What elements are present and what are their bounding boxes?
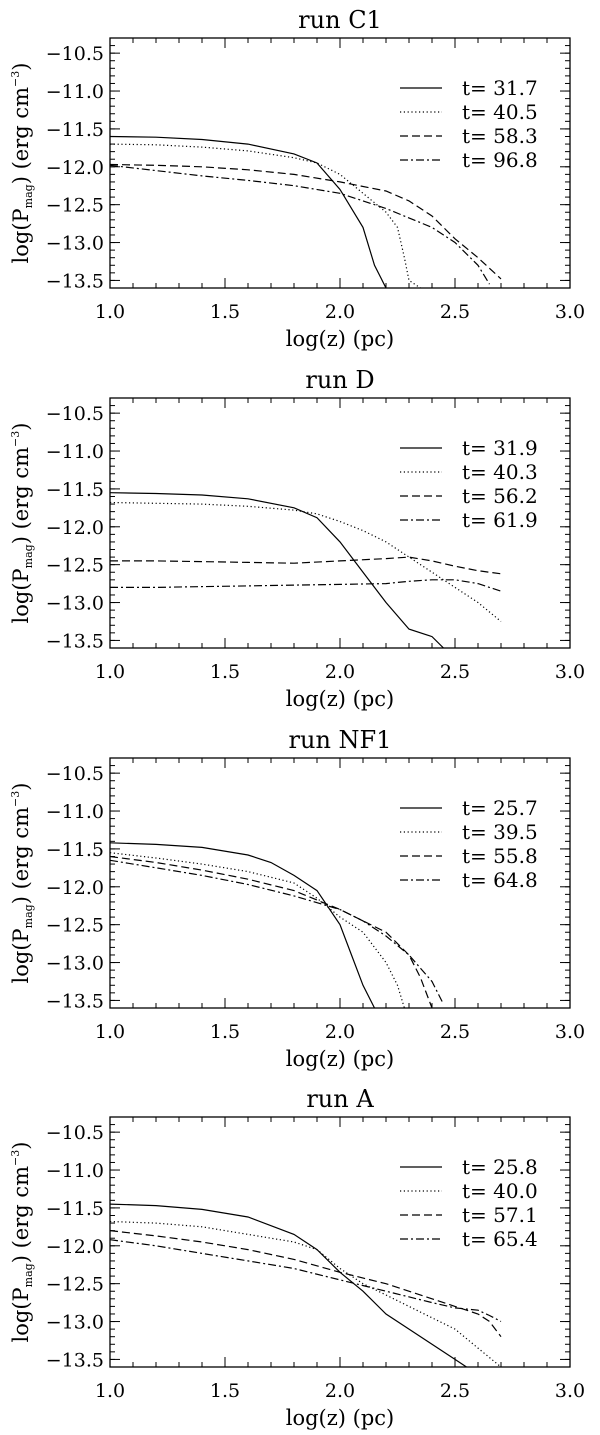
panel-4: run A 1.0 1.5 2.0 2.5 3.0 −10.5 −11.0 −11.5 −12.0… bbox=[9, 1085, 585, 1430]
legend-label: t= 65.4 bbox=[462, 1227, 538, 1251]
y-tick-label: −11.0 bbox=[46, 801, 104, 823]
x-tick-label: 2.0 bbox=[325, 301, 355, 323]
series-line-4 bbox=[110, 164, 491, 285]
x-tick-label: 2.0 bbox=[325, 661, 355, 683]
legend-label: t= 39.5 bbox=[462, 820, 538, 844]
series-line-1 bbox=[110, 842, 376, 1008]
y-tick-label: −13.5 bbox=[46, 990, 104, 1012]
series-line-3 bbox=[110, 163, 502, 280]
x-tick-label: 2.0 bbox=[325, 1021, 355, 1043]
series-line-1 bbox=[110, 135, 387, 288]
y-axis-label: log(Pmag) (erg cm−3) bbox=[9, 423, 35, 624]
x-tick-label: 2.5 bbox=[440, 1380, 470, 1402]
series-line-4 bbox=[110, 1239, 502, 1323]
panel-3: run NF1 1.0 1.5 2.0 2.5 3.0 −10.5 −11.0 −11.5 −12… bbox=[9, 726, 585, 1071]
legend-label: t= 56.2 bbox=[462, 484, 538, 508]
x-tick-label: 1.0 bbox=[95, 661, 125, 683]
x-tick-label: 2.0 bbox=[325, 1380, 355, 1402]
y-tick-label: −10.5 bbox=[46, 763, 104, 785]
panel-title: run D bbox=[305, 366, 374, 394]
x-tick-label: 3.0 bbox=[555, 1021, 585, 1043]
y-tick-label: −11.0 bbox=[46, 1160, 104, 1182]
x-tick-label: 3.0 bbox=[555, 301, 585, 323]
y-tick-label: −13.5 bbox=[46, 630, 104, 652]
x-axis-label: log(z) (pc) bbox=[286, 1406, 395, 1430]
legend-label: t= 96.8 bbox=[462, 148, 538, 172]
series-line-3 bbox=[110, 1230, 502, 1338]
x-tick-label: 2.5 bbox=[440, 301, 470, 323]
y-tick-label: −11.5 bbox=[46, 839, 104, 861]
y-tick-label: −13.0 bbox=[46, 953, 104, 975]
legend-label: t= 57.1 bbox=[462, 1203, 538, 1227]
legend-label: t= 40.5 bbox=[462, 100, 538, 124]
panel-title: run NF1 bbox=[289, 726, 392, 754]
legend-label: t= 40.0 bbox=[462, 1179, 538, 1203]
y-tick-label: −13.5 bbox=[46, 1349, 104, 1371]
x-axis-label: log(z) (pc) bbox=[286, 1047, 395, 1071]
y-axis-label: log(Pmag) (erg cm−3) bbox=[9, 783, 35, 984]
y-tick-label: −11.0 bbox=[46, 81, 104, 103]
x-tick-label: 1.0 bbox=[95, 1021, 125, 1043]
series-line-2 bbox=[110, 501, 502, 622]
y-tick-label: −11.0 bbox=[46, 441, 104, 463]
y-tick-label: −13.5 bbox=[46, 270, 104, 292]
x-tick-label: 1.5 bbox=[210, 1021, 240, 1043]
y-tick-label: −12.5 bbox=[46, 195, 104, 217]
legend-label: t= 55.8 bbox=[462, 844, 538, 868]
legend-label: t= 31.9 bbox=[462, 436, 538, 460]
series-line-3 bbox=[110, 556, 502, 575]
x-tick-label: 1.5 bbox=[210, 1380, 240, 1402]
y-tick-label: −11.5 bbox=[46, 1198, 104, 1220]
x-tick-label: 3.0 bbox=[555, 661, 585, 683]
y-tick-label: −10.5 bbox=[46, 1122, 104, 1144]
legend-label: t= 25.7 bbox=[462, 796, 538, 820]
y-tick-label: −13.0 bbox=[46, 593, 104, 615]
series-line-1 bbox=[110, 492, 444, 648]
y-tick-label: −13.0 bbox=[46, 1312, 104, 1334]
x-tick-label: 3.0 bbox=[555, 1380, 585, 1402]
x-axis-label: log(z) (pc) bbox=[286, 327, 395, 351]
x-tick-label: 1.0 bbox=[95, 1380, 125, 1402]
x-tick-label: 1.5 bbox=[210, 301, 240, 323]
panel-1: run C1 1.0 1.5 2.0 2.5 3.0 −10.5 −11.0 −11.5 −12.… bbox=[9, 6, 585, 351]
series-line-2 bbox=[110, 143, 421, 288]
legend-label: t= 31.7 bbox=[462, 76, 538, 100]
series-line-4 bbox=[110, 579, 502, 592]
series-line-2 bbox=[110, 1220, 502, 1367]
panel-title: run C1 bbox=[298, 6, 382, 34]
y-tick-label: −12.0 bbox=[46, 877, 104, 899]
legend-label: t= 61.9 bbox=[462, 508, 538, 532]
y-tick-label: −12.0 bbox=[46, 157, 104, 179]
y-tick-label: −12.0 bbox=[46, 1236, 104, 1258]
y-tick-label: −12.5 bbox=[46, 915, 104, 937]
series-line-1 bbox=[110, 1203, 467, 1367]
x-tick-label: 1.0 bbox=[95, 301, 125, 323]
y-tick-label: −10.5 bbox=[46, 403, 104, 425]
y-tick-label: −12.5 bbox=[46, 1274, 104, 1296]
legend-label: t= 58.3 bbox=[462, 124, 538, 148]
x-tick-label: 1.5 bbox=[210, 661, 240, 683]
x-tick-label: 2.5 bbox=[440, 1021, 470, 1043]
series-line-4 bbox=[110, 859, 445, 1005]
legend-label: t= 64.8 bbox=[462, 868, 538, 892]
y-tick-label: −11.5 bbox=[46, 479, 104, 501]
y-tick-label: −11.5 bbox=[46, 119, 104, 141]
series-line-2 bbox=[110, 852, 405, 1008]
legend-label: t= 25.8 bbox=[462, 1155, 538, 1179]
y-axis-label: log(Pmag) (erg cm−3) bbox=[9, 1142, 35, 1343]
y-tick-label: −12.5 bbox=[46, 555, 104, 577]
y-tick-label: −10.5 bbox=[46, 43, 104, 65]
series-line-3 bbox=[110, 855, 433, 1008]
y-tick-label: −12.0 bbox=[46, 517, 104, 539]
y-tick-label: −13.0 bbox=[46, 233, 104, 255]
panel-title: run A bbox=[306, 1085, 374, 1113]
legend-label: t= 40.3 bbox=[462, 460, 538, 484]
panel-2: run D 1.0 1.5 2.0 2.5 3.0 −10.5 −11.0 −11.5 −12.0… bbox=[9, 366, 585, 711]
x-tick-label: 2.5 bbox=[440, 661, 470, 683]
x-axis-label: log(z) (pc) bbox=[286, 687, 395, 711]
y-axis-label: log(Pmag) (erg cm−3) bbox=[9, 63, 35, 264]
